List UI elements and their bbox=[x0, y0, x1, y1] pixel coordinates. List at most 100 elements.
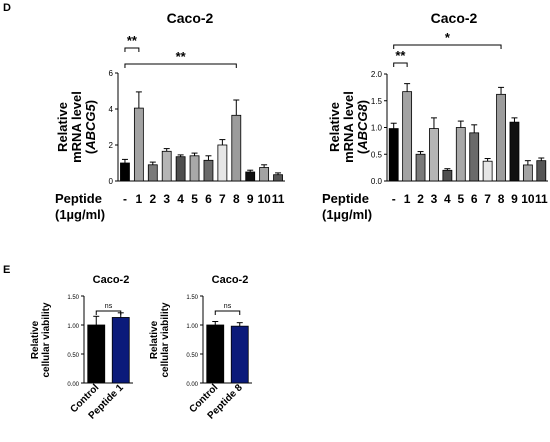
bar bbox=[522, 164, 533, 182]
y-tick-label: 2 bbox=[109, 141, 114, 150]
bar bbox=[429, 128, 439, 182]
x-category-label: 8 bbox=[233, 192, 240, 206]
y-tick-label: 0.50 bbox=[67, 353, 79, 359]
y-axis-label-line1: Relative bbox=[327, 102, 342, 152]
x-category-label: 2 bbox=[417, 192, 424, 206]
y-tick-label: 0.00 bbox=[67, 382, 79, 388]
significance-label: ** bbox=[176, 49, 187, 64]
significance-bracket bbox=[95, 310, 122, 315]
significance-label: ns bbox=[105, 303, 113, 310]
x-category-label: 7 bbox=[219, 192, 226, 206]
bar bbox=[273, 174, 283, 182]
y-axis-label-line1: Relative bbox=[149, 320, 160, 359]
chart-title: Caco-2 bbox=[93, 274, 130, 286]
y-tick-label: 1.50 bbox=[67, 295, 79, 301]
x-axis-label: Peptide bbox=[322, 191, 369, 206]
x-category-label: 1 bbox=[404, 192, 411, 206]
y-axis-label-gene-name: ABCG8 bbox=[355, 103, 370, 150]
bar bbox=[120, 162, 130, 182]
x-category-label: - bbox=[123, 192, 127, 206]
y-tick-label: 1.5 bbox=[371, 97, 383, 106]
x-category-label: 11 bbox=[272, 192, 285, 206]
bar bbox=[231, 114, 242, 182]
y-axis-label: RelativemRNA level(ABCG5) bbox=[55, 91, 98, 163]
x-category-label: 9 bbox=[247, 192, 254, 206]
y-axis-label-gene-close: ) bbox=[355, 100, 370, 104]
y-axis-label-gene-name: ABCG5 bbox=[83, 103, 98, 150]
bar bbox=[415, 153, 426, 182]
chart-title: Caco-2 bbox=[167, 10, 214, 26]
y-axis-label: Relativecellular viability bbox=[149, 302, 171, 377]
x-category-label: 4 bbox=[444, 192, 451, 206]
bar bbox=[482, 160, 493, 182]
y-axis-label-line2: mRNA level bbox=[341, 91, 356, 163]
y-tick-label: 6 bbox=[109, 69, 114, 78]
bar bbox=[536, 160, 547, 182]
x-category-label: - bbox=[392, 192, 396, 206]
chart-title: Caco-2 bbox=[212, 274, 249, 286]
x-category-label: 6 bbox=[205, 192, 212, 206]
bar bbox=[455, 127, 466, 182]
x-category-label: 10 bbox=[521, 192, 535, 206]
y-tick-label: 2.0 bbox=[371, 70, 383, 79]
x-category-label: 9 bbox=[511, 192, 518, 206]
y-tick-label: 1.00 bbox=[67, 324, 79, 330]
y-tick-label: 4 bbox=[109, 105, 114, 114]
x-category-label: 4 bbox=[177, 192, 184, 206]
significance-bracket bbox=[214, 310, 241, 315]
significance-bracket bbox=[124, 63, 237, 68]
y-axis-label-gene: ( bbox=[83, 149, 98, 154]
bar bbox=[203, 159, 214, 182]
x-category-label: 11 bbox=[535, 192, 548, 206]
bar bbox=[133, 107, 144, 182]
bar bbox=[161, 150, 172, 182]
x-category-label: 2 bbox=[149, 192, 156, 206]
chart-title: Caco-2 bbox=[431, 10, 478, 26]
x-axis-label-unit: (1µg/ml) bbox=[55, 207, 105, 222]
significance-label: ns bbox=[224, 303, 232, 310]
x-category-label: 5 bbox=[191, 192, 198, 206]
bar bbox=[206, 324, 225, 384]
y-tick-label: 0.0 bbox=[371, 177, 383, 186]
x-category-label: 3 bbox=[431, 192, 438, 206]
bar bbox=[388, 128, 399, 182]
x-axis-label-unit: (1µg/ml) bbox=[322, 207, 372, 222]
x-axis-label: Peptide bbox=[55, 191, 102, 206]
panel-label-d: D bbox=[3, 2, 11, 14]
y-tick-label: 1.0 bbox=[371, 124, 383, 133]
y-axis-label-line1: Relative bbox=[30, 320, 41, 359]
y-axis-label-line2: mRNA level bbox=[69, 91, 84, 163]
bar bbox=[442, 169, 453, 182]
bar bbox=[175, 156, 186, 182]
x-category-label: 1 bbox=[136, 192, 143, 206]
y-axis-label: RelativemRNA level(ABCG8) bbox=[327, 91, 370, 163]
bar bbox=[469, 132, 480, 182]
y-axis-label-line2: cellular viability bbox=[160, 302, 171, 377]
significance-bracket bbox=[393, 62, 408, 67]
bar bbox=[496, 93, 506, 182]
bar bbox=[189, 155, 200, 182]
bar bbox=[87, 324, 106, 384]
x-category-label: 8 bbox=[498, 192, 505, 206]
chart-viability-peptide8: Caco-2 0.00 0.50 1.00 1.50 Relativecellular v… bbox=[149, 274, 252, 422]
bar bbox=[111, 317, 130, 384]
x-category-label: 3 bbox=[163, 192, 170, 206]
y-tick-label: 1.50 bbox=[186, 295, 198, 301]
y-tick-label: 0 bbox=[109, 177, 114, 186]
bar bbox=[259, 167, 270, 182]
x-category-label: 10 bbox=[257, 192, 271, 206]
significance-label: ** bbox=[127, 33, 138, 48]
y-tick-label: 0.5 bbox=[371, 150, 383, 159]
bar bbox=[402, 91, 413, 182]
chart-viability-peptide1: Caco-2 0.00 0.50 1.00 1.50 Relativecellular v… bbox=[30, 274, 133, 422]
bar bbox=[147, 164, 158, 182]
x-category-label: 7 bbox=[484, 192, 491, 206]
y-axis-label: Relativecellular viability bbox=[30, 302, 52, 377]
y-axis-label-gene: ( bbox=[355, 149, 370, 154]
bar bbox=[509, 121, 520, 182]
significance-bracket bbox=[393, 44, 502, 49]
y-tick-label: 1.00 bbox=[186, 324, 198, 330]
